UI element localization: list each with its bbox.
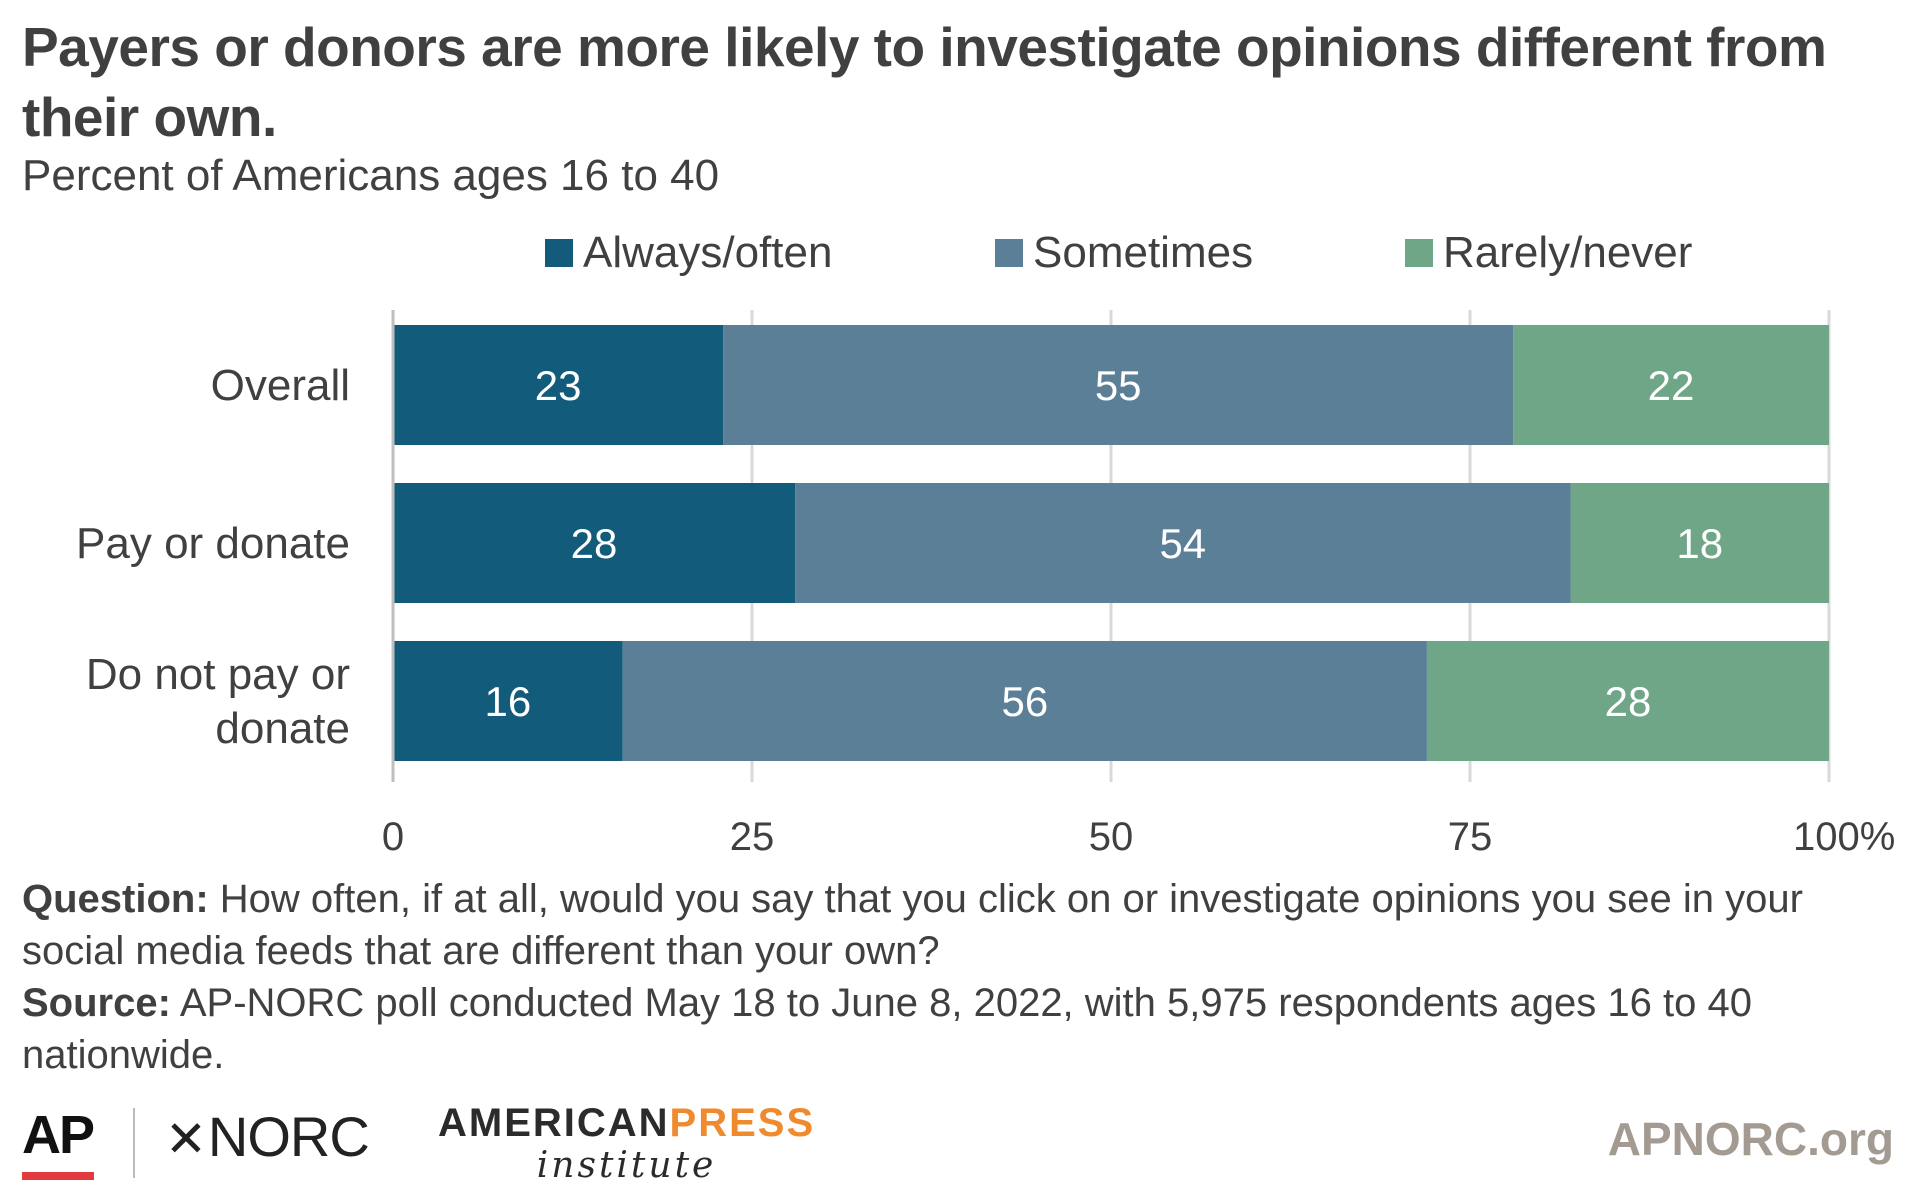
api-logo-american: AMERICAN bbox=[438, 1101, 670, 1145]
api-logo-press: PRESS bbox=[669, 1101, 816, 1145]
x-tick-label-100: 100% bbox=[1793, 815, 1895, 859]
chart-title: Payers or donors are more likely to inve… bbox=[22, 16, 1827, 148]
category-label-pay-or-donate: Pay or donate bbox=[76, 519, 350, 568]
api-logo-institute: institute bbox=[536, 1145, 717, 1186]
bar-pay-or-donate-rarely-never bbox=[1570, 483, 1829, 603]
category-label-do-not-pay-or-donate: Do not pay or donate bbox=[86, 650, 350, 753]
bar-pay-or-donate-always-often bbox=[393, 483, 796, 603]
source-note: Source: AP-NORC poll conducted May 18 to… bbox=[22, 977, 1892, 1081]
x-tick-label-25: 25 bbox=[730, 815, 775, 859]
data-label-pay-or-donate-always-often: 28 bbox=[571, 520, 618, 567]
apnorc-site-link[interactable]: APNORC.org bbox=[1607, 1113, 1894, 1165]
norc-logo: ✕NORC bbox=[165, 1104, 370, 1169]
chart-legend: Always/often Sometimes Rarely/never bbox=[0, 225, 1912, 281]
american-press-institute-logo: AMERICANPRESS institute bbox=[438, 1100, 815, 1186]
category-label-overall: Overall bbox=[211, 361, 350, 410]
data-label-pay-or-donate-sometimes: 54 bbox=[1159, 520, 1206, 567]
data-label-overall-sometimes: 55 bbox=[1095, 362, 1142, 409]
question-text: How often, if at all, would you say that… bbox=[22, 877, 1803, 973]
bar-overall-always-often bbox=[393, 325, 724, 445]
bar-do-not-pay-or-donate-rarely-never bbox=[1426, 641, 1829, 761]
ap-logo: AP bbox=[22, 1105, 95, 1165]
ap-logo-underline bbox=[22, 1172, 94, 1180]
legend-label-always-often: Always/often bbox=[583, 228, 833, 277]
data-label-do-not-pay-or-donate-rarely-never: 28 bbox=[1605, 678, 1652, 725]
bar-overall-sometimes bbox=[723, 325, 1514, 445]
legend-label-rarely-never: Rarely/never bbox=[1443, 228, 1693, 277]
x-tick-label-50: 50 bbox=[1089, 815, 1134, 859]
source-text: AP-NORC poll conducted May 18 to June 8,… bbox=[22, 981, 1752, 1077]
legend-swatch-always-often bbox=[545, 239, 573, 267]
legend-label-sometimes: Sometimes bbox=[1033, 228, 1254, 277]
legend-item-rarely-never: Rarely/never bbox=[1405, 225, 1692, 281]
norc-star-icon: ✕ bbox=[165, 1111, 207, 1167]
stacked-bar-chart: 0 25 50 75 100% 23 55 22 28 54 18 16 56 28 Overall Pay … bbox=[76, 310, 1895, 859]
data-label-overall-always-often: 23 bbox=[535, 362, 582, 409]
legend-item-sometimes: Sometimes bbox=[995, 225, 1253, 281]
data-label-overall-rarely-never: 22 bbox=[1648, 362, 1695, 409]
data-label-pay-or-donate-rarely-never: 18 bbox=[1676, 520, 1723, 567]
logo-bar: AP ✕NORC AMERICANPRESS institute APNORC.… bbox=[0, 1090, 1912, 1186]
x-tick-label-0: 0 bbox=[382, 815, 404, 859]
source-label: Source: bbox=[22, 981, 171, 1025]
legend-swatch-rarely-never bbox=[1405, 239, 1433, 267]
data-label-do-not-pay-or-donate-always-often: 16 bbox=[485, 678, 532, 725]
legend-swatch-sometimes bbox=[995, 239, 1023, 267]
legend-item-always-often: Always/often bbox=[545, 225, 832, 281]
logo-divider bbox=[133, 1108, 135, 1178]
data-label-do-not-pay-or-donate-sometimes: 56 bbox=[1001, 678, 1048, 725]
bar-overall-rarely-never bbox=[1513, 325, 1829, 445]
x-tick-label-75: 75 bbox=[1448, 815, 1493, 859]
question-label: Question: bbox=[22, 877, 209, 921]
bar-do-not-pay-or-donate-sometimes bbox=[622, 641, 1427, 761]
chart-subtitle: Percent of Americans ages 16 to 40 bbox=[22, 151, 720, 200]
question-note: Question: How often, if at all, would yo… bbox=[22, 873, 1892, 977]
bar-do-not-pay-or-donate-always-often bbox=[393, 641, 623, 761]
norc-logo-text: NORC bbox=[207, 1105, 370, 1168]
bar-pay-or-donate-sometimes bbox=[795, 483, 1571, 603]
